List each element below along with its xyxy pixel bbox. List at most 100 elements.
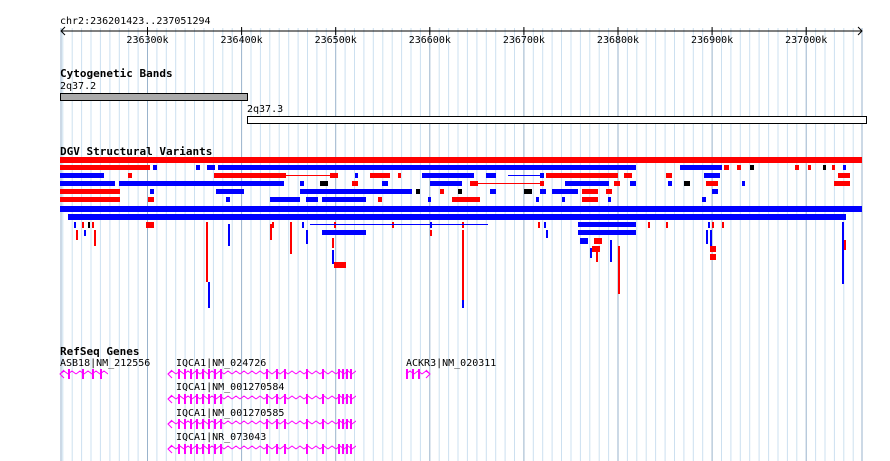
variant-feature[interactable] <box>546 173 618 178</box>
variant-feature[interactable] <box>608 197 611 202</box>
variant-feature[interactable] <box>808 165 811 170</box>
variant-feature[interactable] <box>330 173 338 178</box>
variant-feature[interactable] <box>60 189 120 194</box>
variant-feature[interactable] <box>704 173 720 178</box>
variant-feature[interactable] <box>216 189 244 194</box>
variant-feature[interactable] <box>428 197 431 202</box>
variant-feature[interactable] <box>60 181 115 186</box>
variant-feature[interactable] <box>606 189 612 194</box>
variant-feature[interactable] <box>838 173 850 178</box>
variant-feature[interactable] <box>206 222 208 282</box>
variant-feature[interactable] <box>334 262 346 268</box>
variant-feature[interactable] <box>322 230 366 235</box>
variant-feature[interactable] <box>382 181 388 186</box>
variant-feature[interactable] <box>823 165 826 170</box>
variant-feature[interactable] <box>680 165 722 170</box>
variant-feature[interactable] <box>712 222 714 228</box>
variant-feature[interactable] <box>355 173 358 178</box>
gene-label-iqca1-nm001270584[interactable]: IQCA1|NM_001270584 <box>176 382 285 393</box>
variant-feature[interactable] <box>470 181 478 186</box>
variant-feature[interactable] <box>332 238 334 248</box>
variant-feature[interactable] <box>708 222 710 228</box>
variant-feature[interactable] <box>60 165 150 170</box>
gene-label-iqca1-nm024726[interactable]: IQCA1|NM_024726 <box>176 358 267 369</box>
variant-feature[interactable] <box>630 181 636 186</box>
variant-feature[interactable] <box>648 222 650 228</box>
variant-feature[interactable] <box>546 230 548 238</box>
variant-feature[interactable] <box>84 230 86 236</box>
variant-feature[interactable] <box>60 157 862 163</box>
variant-feature[interactable] <box>306 230 308 244</box>
variant-feature[interactable] <box>300 181 304 186</box>
variant-feature[interactable] <box>594 238 602 244</box>
variant-feature[interactable] <box>666 222 668 228</box>
variant-feature[interactable] <box>128 173 132 178</box>
variant-feature[interactable] <box>562 197 565 202</box>
variant-feature[interactable] <box>540 181 544 186</box>
variant-feature[interactable] <box>196 165 200 170</box>
variant-feature[interactable] <box>666 173 672 178</box>
variant-feature[interactable] <box>710 230 712 250</box>
variant-feature[interactable] <box>270 224 272 240</box>
variant-feature[interactable] <box>737 165 741 170</box>
variant-feature[interactable] <box>207 165 215 170</box>
variant-feature[interactable] <box>60 173 104 178</box>
variant-feature[interactable] <box>842 262 844 284</box>
variant-feature[interactable] <box>218 165 636 170</box>
variant-feature[interactable] <box>540 189 546 194</box>
variant-feature[interactable] <box>538 222 540 228</box>
variant-feature[interactable] <box>148 197 154 202</box>
gene-label-asb18[interactable]: ASB18|NM_212556 <box>60 358 151 369</box>
gene-iqca1-nm001270584[interactable] <box>166 393 356 405</box>
variant-feature[interactable] <box>712 189 718 194</box>
variant-feature[interactable] <box>724 165 729 170</box>
variant-feature[interactable] <box>582 189 598 194</box>
variant-feature[interactable] <box>422 173 474 178</box>
variant-feature[interactable] <box>272 222 274 228</box>
variant-feature[interactable] <box>750 165 754 170</box>
gene-iqca1-nm001270585[interactable] <box>166 418 356 430</box>
variant-feature[interactable] <box>834 181 850 186</box>
variant-feature[interactable] <box>440 189 444 194</box>
variant-feature[interactable] <box>88 222 90 228</box>
variant-feature[interactable] <box>76 230 78 240</box>
gene-asb18[interactable] <box>58 368 108 380</box>
variant-feature[interactable] <box>119 181 284 186</box>
variant-feature[interactable] <box>146 222 154 228</box>
variant-feature[interactable] <box>74 222 76 228</box>
variant-feature[interactable] <box>462 230 464 300</box>
variant-feature[interactable] <box>430 181 462 186</box>
variant-feature[interactable] <box>684 181 690 186</box>
variant-feature[interactable] <box>618 246 620 284</box>
variant-feature[interactable] <box>706 230 708 244</box>
variant-feature[interactable] <box>92 222 94 228</box>
variant-feature[interactable] <box>552 189 578 194</box>
variant-feature[interactable] <box>592 246 600 252</box>
variant-feature[interactable] <box>82 222 84 228</box>
variant-feature[interactable] <box>486 173 496 178</box>
variant-feature[interactable] <box>832 165 835 170</box>
variant-feature[interactable] <box>578 230 636 235</box>
variant-feature[interactable] <box>668 181 672 186</box>
variant-feature[interactable] <box>398 173 401 178</box>
variant-feature[interactable] <box>452 197 480 202</box>
variant-feature[interactable] <box>842 222 844 262</box>
cytoband-2q37-2[interactable] <box>60 93 248 101</box>
variant-feature[interactable] <box>370 173 390 178</box>
variant-feature[interactable] <box>844 240 846 250</box>
gene-label-iqca1-nm001270585[interactable]: IQCA1|NM_001270585 <box>176 408 285 419</box>
variant-feature[interactable] <box>228 224 230 246</box>
variant-feature[interactable] <box>458 189 462 194</box>
variant-feature[interactable] <box>302 222 304 228</box>
variant-feature[interactable] <box>580 238 588 244</box>
variant-feature[interactable] <box>226 197 230 202</box>
gene-ackr3[interactable] <box>404 368 432 380</box>
variant-feature[interactable] <box>290 224 292 254</box>
variant-feature[interactable] <box>702 197 706 202</box>
variant-feature[interactable] <box>536 197 539 202</box>
variant-feature[interactable] <box>578 222 636 227</box>
variant-feature[interactable] <box>722 222 724 228</box>
variant-feature[interactable] <box>710 246 716 252</box>
